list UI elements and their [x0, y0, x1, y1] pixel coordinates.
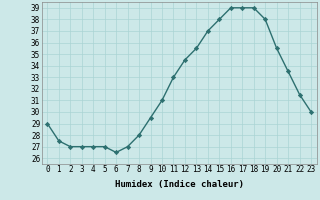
- X-axis label: Humidex (Indice chaleur): Humidex (Indice chaleur): [115, 180, 244, 189]
